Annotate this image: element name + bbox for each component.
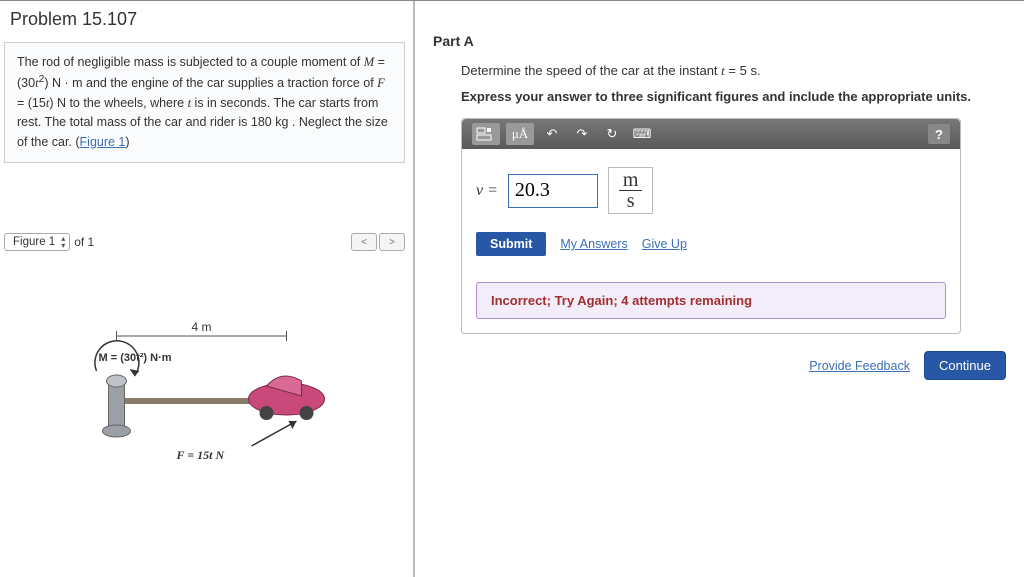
undo-icon[interactable]: ↶ <box>540 124 564 144</box>
figure-length-label: 4 m <box>192 320 212 334</box>
problem-title: Problem 15.107 <box>0 1 413 42</box>
template-icon[interactable] <box>472 123 500 145</box>
figure-link[interactable]: Figure 1 <box>80 135 126 149</box>
my-answers-link[interactable]: My Answers <box>560 237 627 251</box>
right-panel: Part A Determine the speed of the car at… <box>415 1 1024 577</box>
figure-select[interactable]: Figure 1 ▴▾ <box>4 233 70 251</box>
figure-next-button[interactable]: > <box>379 233 405 251</box>
answer-input[interactable] <box>508 174 598 208</box>
keyboard-icon[interactable]: ⌨ <box>630 124 654 144</box>
give-up-link[interactable]: Give Up <box>642 237 687 251</box>
problem-statement: The rod of negligible mass is subjected … <box>4 42 405 163</box>
figure-nav-bar: Figure 1 ▴▾ of 1 < > <box>4 233 405 251</box>
part-a-title: Part A <box>433 33 1006 49</box>
feedback-message: Incorrect; Try Again; 4 attempts remaini… <box>476 282 946 319</box>
left-panel: Problem 15.107 The rod of negligible mas… <box>0 1 415 577</box>
answer-box: μÅ ↶ ↷ ↻ ⌨ ? v = m s Submit My Answers G… <box>461 118 961 334</box>
answer-toolbar: μÅ ↶ ↷ ↻ ⌨ ? <box>462 119 960 149</box>
answer-label: v = <box>476 182 498 200</box>
help-icon[interactable]: ? <box>928 124 950 144</box>
figure-force-label: F = 15t N <box>176 448 226 462</box>
figure-moment-label: M = (30t²) N·m <box>99 352 172 364</box>
redo-icon[interactable]: ↷ <box>570 124 594 144</box>
part-a-description: Determine the speed of the car at the in… <box>461 63 1006 79</box>
continue-button[interactable]: Continue <box>924 351 1006 380</box>
provide-feedback-link[interactable]: Provide Feedback <box>809 359 910 373</box>
part-a-instruction: Express your answer to three significant… <box>461 89 1006 104</box>
reset-icon[interactable]: ↻ <box>600 124 624 144</box>
greek-icon[interactable]: μÅ <box>506 123 534 145</box>
figure-prev-button[interactable]: < <box>351 233 377 251</box>
units-box[interactable]: m s <box>608 167 654 214</box>
figure-diagram: 4 m M = (30t²) N·m F = 15t N <box>20 281 393 481</box>
updown-icon: ▴▾ <box>61 235 65 249</box>
submit-button[interactable]: Submit <box>476 232 546 256</box>
